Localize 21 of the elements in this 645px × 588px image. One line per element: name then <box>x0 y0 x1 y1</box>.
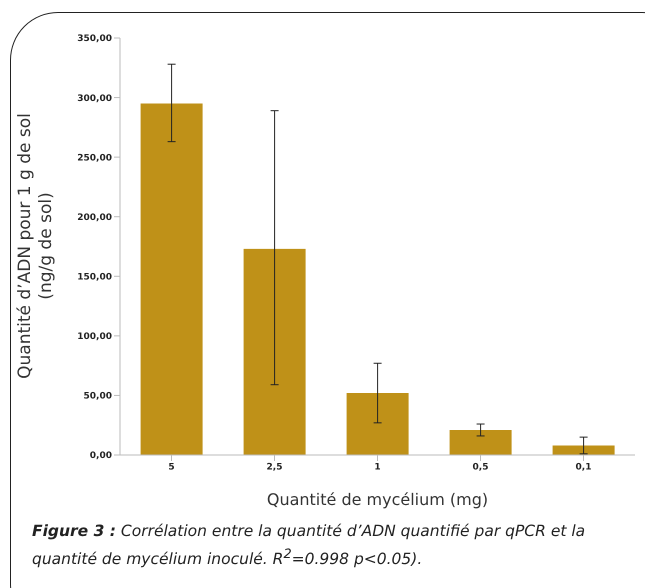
x-tick-label: 0,1 <box>576 462 592 472</box>
y-tick-label: 350,00 <box>77 34 112 44</box>
y-tick-label: 150,00 <box>77 272 112 282</box>
y-axis-title: Quantité d’ADN pour 1 g de sol (ng/g de sol) <box>15 113 56 379</box>
bar <box>552 445 615 455</box>
bar <box>244 248 306 455</box>
y-tick-label: 100,00 <box>77 332 112 342</box>
y-tick-label: 200,00 <box>77 212 112 223</box>
y-tick-label: 50,00 <box>84 392 112 402</box>
bar <box>346 393 409 455</box>
x-tick-label: 1 <box>374 462 381 472</box>
y-tick-label: 250,00 <box>77 153 112 164</box>
caption: Figure 3 : Corrélation entre la quantité d’ADN quantifié par qPCR et la quantité de mycélium inoculé. R$^{2}$=0.998 p<0.05). <box>32 521 586 570</box>
x-tick-label: 2,5 <box>266 462 282 472</box>
x-axis-title: Quantité de mycélium (mg) <box>266 490 488 509</box>
x-tick-label: 5 <box>168 462 175 472</box>
x-tick-label: 0,5 <box>472 462 488 472</box>
y-tick-label: 300,00 <box>77 94 112 104</box>
bar <box>140 104 203 455</box>
bar <box>450 430 512 455</box>
y-tick-label: 0,00 <box>90 451 112 462</box>
